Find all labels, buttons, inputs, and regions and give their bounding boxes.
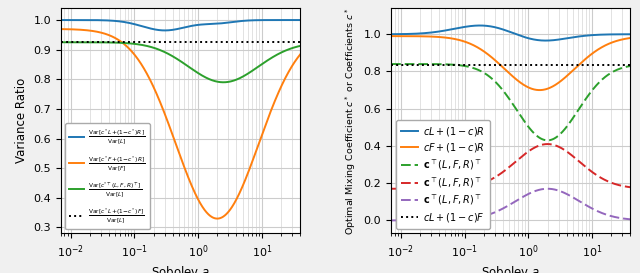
Legend: $\frac{\mathrm{Var}[c^* L\!+\!(1\!-\!c^*)R]}{\mathrm{Var}[L]}$, $\frac{\mathrm{V: $\frac{\mathrm{Var}[c^* L\!+\!(1\!-\!c^*…: [65, 123, 150, 229]
X-axis label: Sobolev $a$: Sobolev $a$: [481, 265, 540, 273]
Y-axis label: Variance Ratio: Variance Ratio: [15, 78, 28, 164]
X-axis label: Sobolev $a$: Sobolev $a$: [151, 265, 210, 273]
Y-axis label: Optimal Mixing Coefficient $c^*$ or Coefficients $c^*$: Optimal Mixing Coefficient $c^*$ or Coef…: [344, 7, 358, 235]
Legend: $cL + (1-c)R$, $cF + (1-c)R$, $\mathbf{c}^\top(L,F,R)^\top$, $\mathbf{c}^\top(L,: $cL + (1-c)R$, $cF + (1-c)R$, $\mathbf{c…: [396, 120, 490, 229]
